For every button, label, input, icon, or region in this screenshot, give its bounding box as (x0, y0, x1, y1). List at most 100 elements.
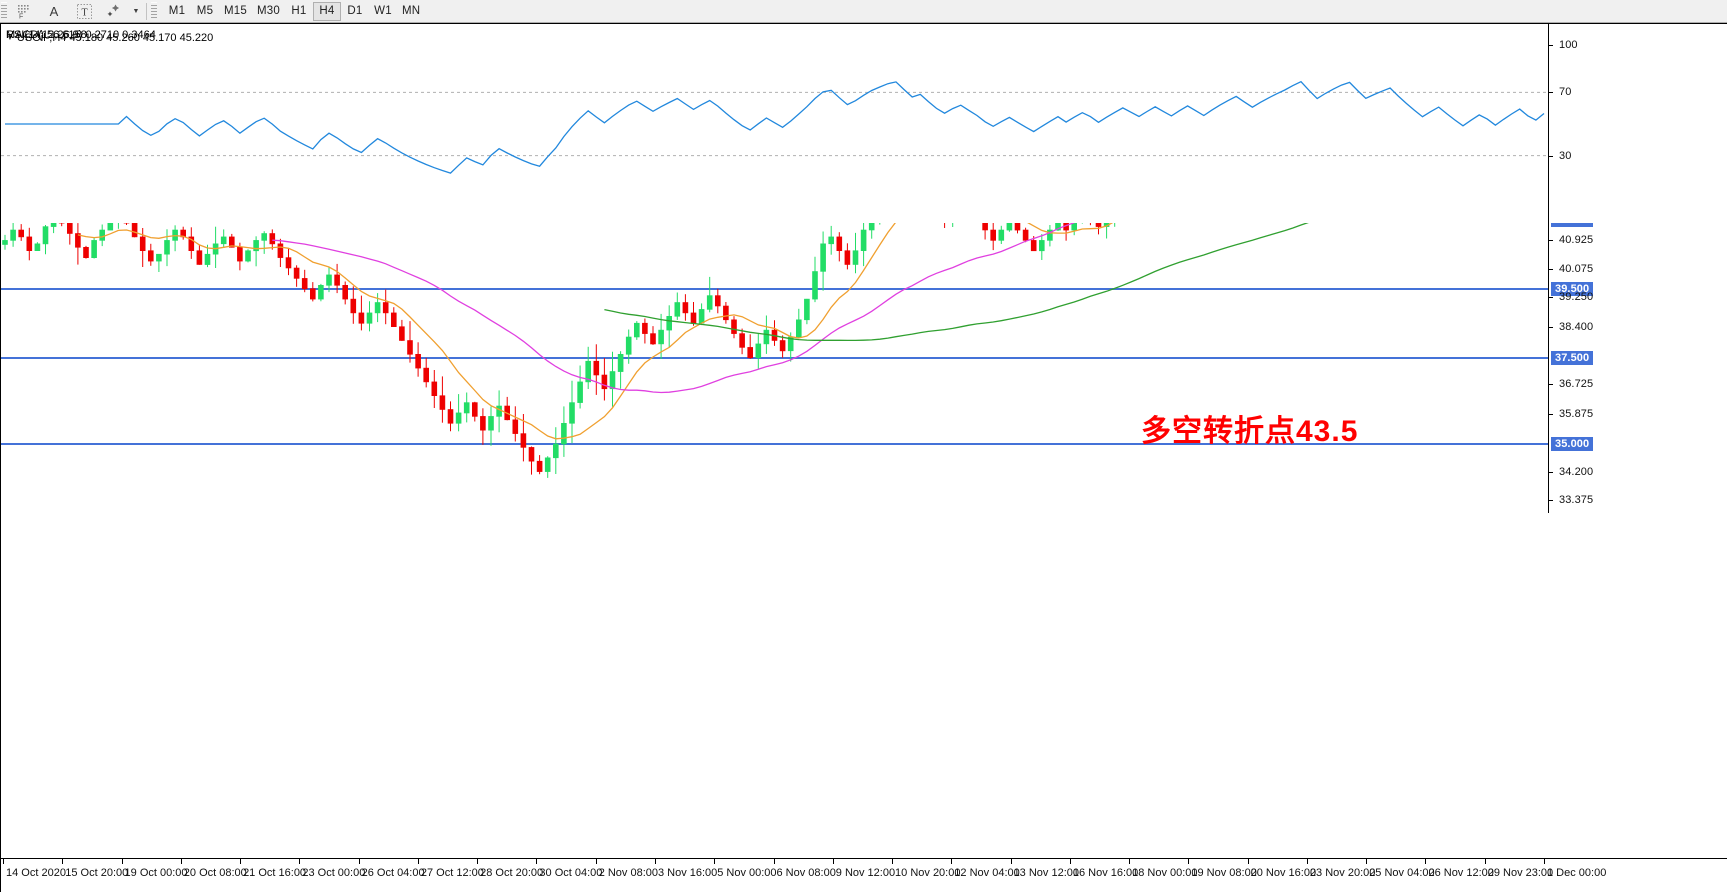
time-tick (1188, 858, 1190, 864)
time-label: 21 Oct 16:00 (243, 867, 307, 879)
timeframe-mn[interactable]: MN (401, 5, 421, 17)
rsi-scale[interactable]: 100 70 30 (1548, 23, 1727, 223)
time-label: 26 Nov 12:00 (1428, 867, 1494, 879)
symbol-ohlc-text: USOil-,H4 45.180 45.260 45.170 45.220 (16, 32, 214, 44)
rsi-tick-30: 30 (1549, 150, 1571, 162)
rsi-pane-title: RSI(14) 56.6158 (6, 29, 87, 41)
time-tick (121, 858, 123, 864)
time-label: 25 Nov 04:00 (1369, 867, 1435, 879)
time-label: 23 Oct 00:00 (302, 867, 366, 879)
collapse-arrow-icon[interactable]: ▼ (6, 33, 14, 42)
svg-text:F: F (19, 14, 23, 20)
price-tick-40-075: 40.075 (1549, 263, 1593, 275)
text-label-icon[interactable]: T (69, 1, 99, 22)
rsi-pane-divider (1, 23, 1727, 24)
time-label: 13 Nov 12:00 (1013, 867, 1079, 879)
support-line-37-5[interactable] (1, 356, 1548, 359)
timeframe-h4[interactable]: H4 (312, 1, 341, 21)
time-label: 16 Nov 16:00 (1072, 867, 1139, 879)
svg-text:T: T (81, 7, 87, 18)
time-tick (180, 858, 182, 864)
time-label: 1 Dec 00:00 (1547, 867, 1607, 879)
time-tick (1069, 858, 1071, 864)
time-label: 23 Nov 20:00 (1309, 867, 1376, 879)
time-tick (62, 858, 64, 864)
time-label: 20 Nov 16:00 (1250, 867, 1317, 879)
price-tick-33-375: 33.375 (1549, 494, 1593, 506)
time-label: 28 Oct 20:00 (480, 867, 544, 879)
time-tick (358, 858, 360, 864)
time-label: 30 Oct 04:00 (539, 867, 603, 879)
time-label: 3 Nov 16:00 (657, 867, 718, 879)
time-tick (773, 858, 775, 864)
time-tick (1484, 858, 1486, 864)
time-label: 14 Oct 2020 (6, 867, 66, 879)
price-label-39-500[interactable]: 39.500 (1551, 281, 1594, 296)
rsi-tick-70: 70 (1549, 86, 1571, 98)
timeframe-drag-handle[interactable] (151, 2, 157, 20)
time-label: 29 Nov 23:00 (1487, 867, 1554, 879)
timeframe-m30[interactable]: M30 (256, 5, 280, 17)
time-tick (832, 858, 834, 864)
toolbar-separator (146, 2, 147, 20)
time-label: 27 Oct 12:00 (420, 867, 484, 879)
price-tick-39-250: 39.250 (1549, 291, 1593, 303)
rsi-plot[interactable] (1, 23, 1548, 223)
price-tick-36-725: 36.725 (1549, 378, 1593, 390)
time-tick (714, 858, 716, 864)
time-label: 10 Nov 20:00 (895, 867, 961, 879)
macd-pane-title: MACD(12,26,9) 0.2710 0.3464 (6, 29, 156, 41)
time-label: 18 Nov 00:00 (1132, 867, 1198, 879)
time-tick (1129, 858, 1131, 864)
price-label-35-000[interactable]: 35.000 (1551, 436, 1594, 451)
time-label: 12 Nov 04:00 (954, 867, 1020, 879)
timeframe-w1[interactable]: W1 (374, 5, 392, 17)
time-label: 26 Oct 04:00 (361, 867, 425, 879)
rsi-pane[interactable]: 100 70 30 RSI(14) 56.6158 (1, 23, 1727, 223)
crosshair-f-icon[interactable]: F (9, 1, 39, 22)
time-tick (3, 858, 4, 864)
time-label: 5 Nov 00:00 (717, 867, 777, 879)
chevron-down-icon[interactable]: ▼ (132, 7, 140, 15)
time-tick (536, 858, 538, 864)
time-tick (299, 858, 301, 864)
time-tick (1306, 858, 1308, 864)
price-label-37-500[interactable]: 37.500 (1551, 350, 1594, 365)
timeframe-m5[interactable]: M5 (196, 5, 214, 17)
time-label: 9 Nov 12:00 (835, 867, 896, 879)
time-tick (1544, 858, 1545, 864)
time-tick (595, 858, 597, 864)
timeframe-bar: M1 M5 M15 M30 H1 H4 D1 W1 MN (163, 0, 425, 23)
time-tick (951, 858, 953, 864)
toolbar-drag-handle[interactable] (1, 2, 7, 20)
time-axis[interactable]: 14 Oct 2020 15 Oct 20:00 19 Oct 00:00 20 Oc… (1, 858, 1727, 892)
price-tick-34-200: 34.200 (1549, 466, 1593, 478)
text-a-icon[interactable]: A (49, 3, 59, 19)
time-tick (1247, 858, 1249, 864)
timeframe-m1[interactable]: M1 (168, 5, 186, 17)
timeframe-h1[interactable]: H1 (291, 5, 307, 17)
time-tick (417, 858, 419, 864)
time-label: 19 Nov 08:00 (1191, 867, 1257, 879)
support-line-35[interactable] (1, 442, 1548, 445)
time-tick (654, 858, 656, 864)
timeframe-d1[interactable]: D1 (347, 5, 363, 17)
rsi-tick-100: 100 (1549, 39, 1578, 51)
chart-annotation: 多空转折点43.5 (1141, 415, 1359, 448)
time-label: 2 Nov 08:00 (598, 867, 659, 879)
time-tick (240, 858, 242, 864)
price-tick-40-925: 40.925 (1549, 234, 1593, 246)
time-tick (892, 858, 894, 864)
support-line-39-5[interactable] (1, 287, 1548, 290)
time-label: 15 Oct 20:00 (65, 867, 129, 879)
time-tick (1425, 858, 1427, 864)
main-toolbar: F A T ▼ M1 M5 M15 M30 H1 H4 D1 W1 MN (0, 0, 1727, 23)
time-label: 6 Nov 08:00 (776, 867, 836, 879)
price-tick-35-875: 35.875 (1549, 408, 1593, 420)
price-tick-38-400: 38.400 (1549, 321, 1593, 333)
objects-icon[interactable] (99, 1, 129, 22)
time-tick (1366, 858, 1368, 864)
chart-area[interactable]: 46.80046.00045.22044.27543.50042.60041.7… (0, 23, 1727, 892)
timeframe-m15[interactable]: M15 (224, 5, 247, 17)
time-label: 20 Oct 08:00 (183, 867, 247, 879)
